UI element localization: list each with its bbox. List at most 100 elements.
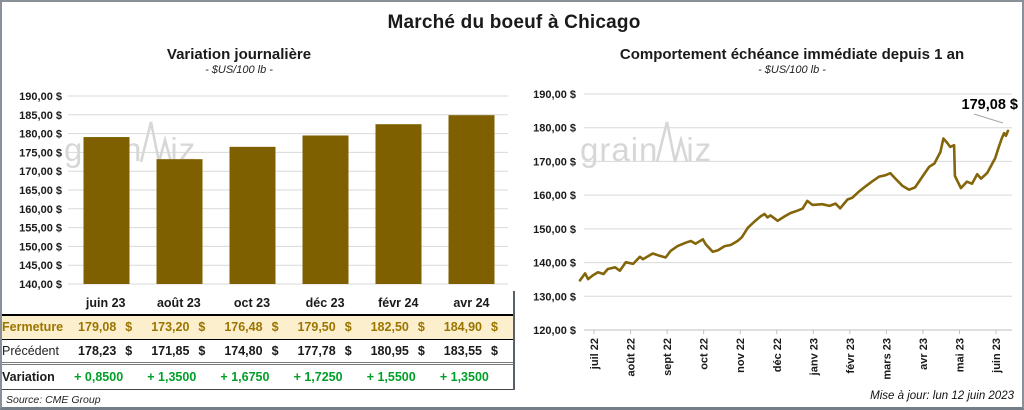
table-row-fermeture: Fermeture 179,08 $ 173,20 $176,48 $179,50 $182… [2,315,513,339]
cell-unit: $ [271,343,279,358]
bar-juin 23 [83,137,130,284]
cell-value: 184,90 [443,320,482,335]
table-cell: 183,55 $ [440,339,513,363]
daily-variation-bar-chart: 190,00 $ 185,00 $ 180,00 $ 175,00 $ 170,00 $… [19,91,508,291]
cell-unit: $ [344,320,352,335]
row-label: Fermeture [2,320,64,335]
x-axis-tick-label: oct 22 [699,338,711,370]
column-header-déc-23: déc 23 [305,295,345,310]
y-axis-tick-label: 140,00 $ [533,258,576,270]
futures-price-table: juin 23 août 23 oct 23 déc 23 févr 24 avr 24 F… [2,291,515,390]
column-header-août-23: août 23 [156,295,201,310]
line-chart-title: Comportement échéance immédiate depuis 1… [619,46,965,63]
x-axis-tick-label: juil 22 [589,338,601,370]
x-axis-tick-label: sept 22 [662,338,674,376]
y-axis-tick-label: 190,00 $ [533,89,576,101]
row-label: Précédent [2,343,59,358]
y-axis-tick-label: 150,00 $ [19,241,62,253]
y-axis-tick-label: 165,00 $ [19,185,62,197]
bar-chart-title: Variation journalière [166,46,312,63]
y-axis-tick-label: 140,00 $ [19,279,62,291]
row-label: Variation [2,369,55,384]
y-axis-tick-label: 130,00 $ [533,291,576,303]
cell-unit: $ [125,343,133,358]
cell-unit: $ [198,320,206,335]
cell-unit: $ [491,343,498,358]
cell-value: 171,85 [151,343,190,358]
table-cell: + 1,3500$ [440,363,513,389]
table-cell: 179,08 $ [74,315,147,339]
x-axis-tick-label: mars 23 [881,338,893,380]
table-cell: 180,95 $ [367,339,440,363]
y-axis-tick-label: 145,00 $ [19,260,62,272]
y-axis-tick-label: 120,00 $ [533,325,576,337]
y-axis-tick-label: 155,00 $ [19,223,62,235]
cell-value: + 1,6750 [220,369,270,384]
x-axis-tick-label: janv 23 [808,338,820,376]
cell-value: 176,48 [224,320,263,335]
price-table-grid: juin 23 août 23 oct 23 déc 23 févr 24 avr 24 F… [2,291,513,390]
y-axis-tick-label: 160,00 $ [533,190,576,202]
table-cell: 179,50 $ [294,315,367,339]
cell-unit: $ [417,343,425,358]
bar-chart-subtitle: - $US/100 lb - [205,64,273,76]
cell-value: 179,50 [297,320,336,335]
cell-unit: $ [344,343,352,358]
cell-value: + 1,3500 [439,369,489,384]
y-axis-tick-label: 160,00 $ [19,204,62,216]
table-cell: 176,48 $ [220,315,293,339]
table-cell: 171,85 $ [147,339,220,363]
cell-value: 173,20 [151,320,190,335]
cell-value: 178,23 [78,343,117,358]
cell-value: 182,50 [370,320,409,335]
y-axis-tick-label: 185,00 $ [19,110,62,122]
cell-value: + 1,3500 [147,369,197,384]
cell-value: 183,55 [443,343,482,358]
table-cell: 182,50 $ [367,315,440,339]
y-axis-tick-label: 180,00 $ [533,123,576,135]
last-update-note: Mise à jour: lun 12 juin 2023 [870,390,1014,402]
table-cell: + 1,7250$ [294,363,367,389]
table-cell: + 1,3500$ [147,363,220,389]
last-price-annotation: 179,08 $ [962,97,1018,113]
source-note: Source: CME Group [6,394,101,406]
cell-unit: $ [198,343,206,358]
table-row-variation: Variation+ 0,8500$+ 1,3500$+ 1,6750$+ 1,… [2,363,513,389]
cell-value: 174,80 [224,343,263,358]
price-line-series [578,129,1010,282]
cell-unit: $ [125,320,133,335]
y-axis-tick-label: 170,00 $ [533,156,576,168]
bar-déc 23 [302,135,349,284]
table-cell: 173,20 $ [147,315,220,339]
page-title: Marché du boeuf à Chicago [387,12,641,33]
x-axis-tick-label: avr 23 [918,338,930,370]
cell-value: + 0,8500 [74,369,124,384]
table-cell: 177,78 $ [294,339,367,363]
cell-unit: $ [491,320,498,335]
cell-value: + 1,7250 [293,369,343,384]
annotation-leader-line [973,113,1004,124]
table-cell: 178,23 $ [74,339,147,363]
column-header-avr-24: avr 24 [453,295,490,310]
table-cell: 174,80 $ [220,339,293,363]
y-axis-tick-label: 170,00 $ [19,166,62,178]
cell-value: 177,78 [297,343,336,358]
table-cell: + 1,5500$ [367,363,440,389]
y-axis-tick-label: 150,00 $ [533,224,576,236]
y-axis-tick-label: 180,00 $ [19,129,62,141]
x-axis-tick-label: août 22 [626,338,638,377]
column-header-oct-23: oct 23 [233,295,271,310]
column-header-févr-24: févr 24 [378,295,419,310]
x-axis-tick-label: nov 22 [735,338,747,373]
bar-avr 24 [448,115,495,284]
table-cell: + 0,8500$ [74,363,147,389]
cell-value: 180,95 [370,343,409,358]
column-header-juin-23: juin 23 [85,295,126,310]
table-corner-cell [2,291,74,315]
table-row-precedent: Précédent 178,23 $171,85 $174,80 $177,78 $180… [2,339,513,363]
bar-août 23 [156,159,203,284]
cell-unit: $ [271,320,279,335]
front-month-line-chart: 190,00 $ 180,00 $ 170,00 $ 160,00 $ 150,00 $… [533,89,1018,380]
bar-oct 23 [229,146,276,284]
